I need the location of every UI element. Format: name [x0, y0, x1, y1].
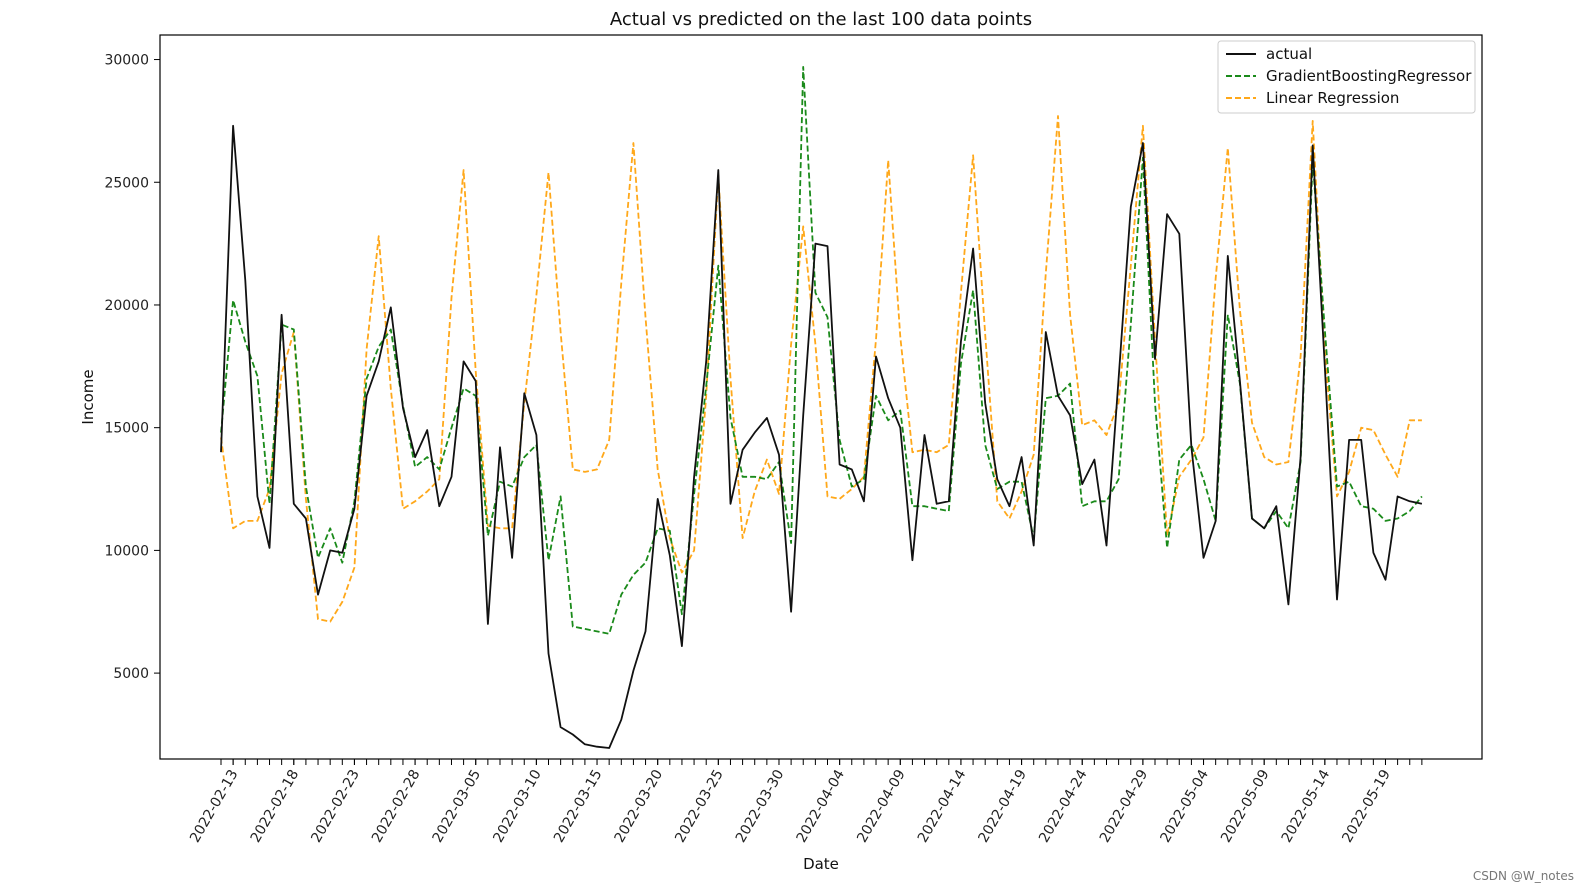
y-tick-label: 20000 [104, 298, 149, 314]
plot-area [159, 34, 1483, 760]
x-tick-label: 2022-05-04 [1157, 767, 1212, 846]
legend-label: Linear Regression [1266, 89, 1399, 107]
x-tick-label: 2022-05-09 [1218, 767, 1273, 845]
x-tick-label: 2022-03-05 [430, 767, 485, 845]
x-tick-label: 2022-03-10 [490, 767, 545, 845]
legend-frame [1217, 40, 1476, 114]
x-tick-label: 2022-04-24 [1036, 767, 1091, 846]
x-axis: 2022-02-13 2022-02-18 2022-02-23 2022-02-28… [187, 759, 1423, 846]
y-axis-label: Income [79, 369, 97, 424]
y-tick-label: 15000 [104, 421, 149, 437]
series-line-gradientboostingregressor [220, 66, 1423, 635]
x-tick-label: 2022-04-09 [854, 767, 909, 845]
y-tick-label: 10000 [104, 543, 149, 559]
series-line-linear-regression [220, 115, 1422, 623]
x-tick-label: 2022-04-14 [915, 767, 970, 846]
x-tick-label: 2022-05-19 [1339, 767, 1394, 845]
y-axis: 5000 10000 15000 20000 25000 30000 [104, 53, 160, 682]
x-tick-label: 2022-05-14 [1279, 767, 1334, 846]
x-tick-label: 2022-03-15 [551, 767, 606, 845]
x-tick-label: 2022-02-18 [248, 767, 303, 845]
x-tick-label: 2022-03-25 [672, 767, 727, 845]
x-tick-label: 2022-03-20 [612, 767, 667, 845]
x-axis-label: Date [803, 855, 839, 873]
chart-title: Actual vs predicted on the last 100 data… [610, 9, 1032, 30]
series-layer [220, 66, 1423, 749]
x-tick-label: 2022-04-19 [976, 767, 1031, 845]
x-tick-label: 2022-03-30 [733, 767, 788, 845]
x-tick-label: 2022-04-04 [794, 767, 849, 846]
x-tick-label: 2022-02-13 [187, 767, 242, 845]
series-line-actual [220, 124, 1423, 749]
x-tick-label: 2022-02-28 [369, 767, 424, 845]
y-tick-label: 5000 [113, 666, 149, 682]
legend-label: actual [1266, 45, 1312, 63]
y-tick-label: 30000 [104, 53, 149, 69]
x-tick-label: 2022-04-29 [1097, 767, 1152, 845]
legend-label: GradientBoostingRegressor [1266, 67, 1472, 85]
y-tick-label: 25000 [104, 175, 149, 191]
watermark: CSDN @W_notes [1472, 869, 1574, 883]
x-tick-label: 2022-02-23 [308, 767, 363, 845]
legend: actual GradientBoostingRegressor Linear Re… [1217, 40, 1476, 114]
